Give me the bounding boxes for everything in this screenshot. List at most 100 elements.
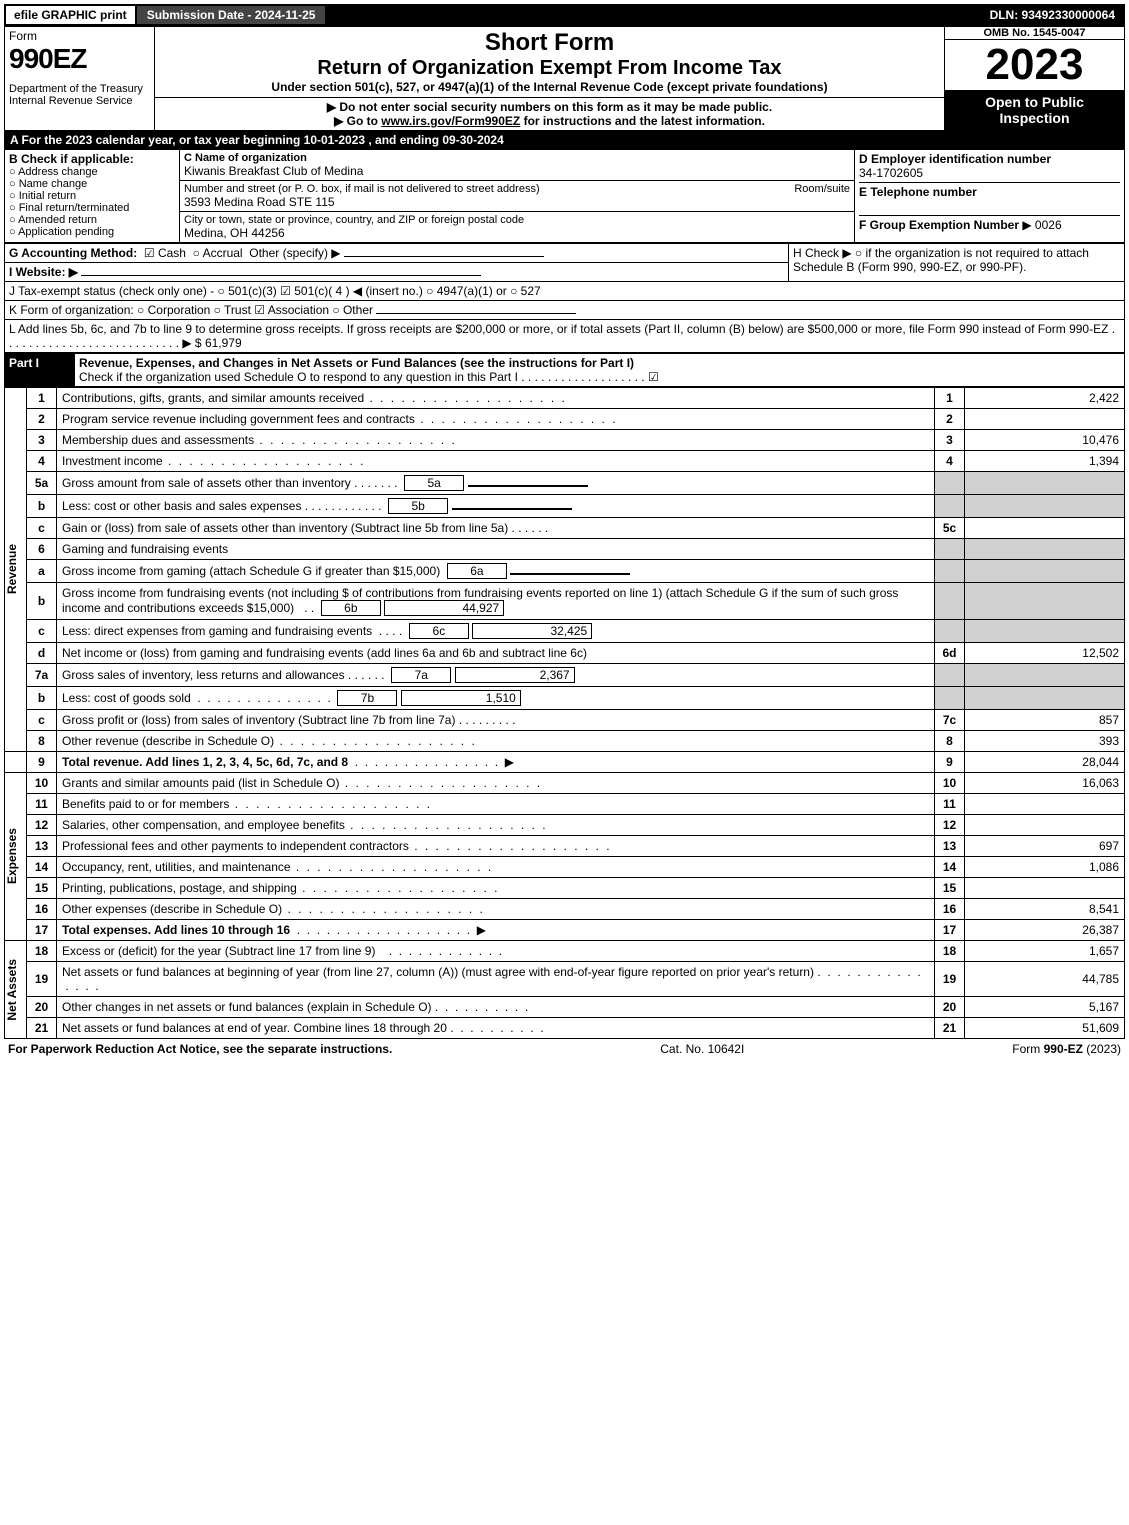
tax-year: 2023 <box>945 40 1124 90</box>
l2-amt <box>965 409 1125 430</box>
l15-text: Printing, publications, postage, and shi… <box>57 878 935 899</box>
chk-initial-return[interactable]: Initial return <box>9 190 175 202</box>
l17-num: 17 <box>27 920 57 941</box>
l6-num: 6 <box>27 539 57 560</box>
l9-text: Total revenue. Add lines 1, 2, 3, 4, 5c,… <box>57 752 935 773</box>
l7b-t: Less: cost of goods sold <box>62 691 191 705</box>
chk-application-pending[interactable]: Application pending <box>9 226 175 238</box>
l21-amt: 51,609 <box>965 1018 1125 1039</box>
efile-label[interactable]: efile GRAPHIC print <box>6 6 137 24</box>
l4-rn: 4 <box>935 451 965 472</box>
l7c-t: Gross profit or (loss) from sales of inv… <box>62 713 455 727</box>
l18-rn: 18 <box>935 941 965 962</box>
box-b-title: B Check if applicable: <box>9 152 175 166</box>
l17-t: Total expenses. Add lines 10 through 16 <box>62 923 290 937</box>
l20-text: Other changes in net assets or fund bala… <box>57 997 935 1018</box>
line-h: H Check ▶ ○ if the organization is not r… <box>789 244 1125 282</box>
l16-amt: 8,541 <box>965 899 1125 920</box>
l14-rn: 14 <box>935 857 965 878</box>
l10-t: Grants and similar amounts paid (list in… <box>62 776 542 790</box>
l21-text: Net assets or fund balances at end of ye… <box>57 1018 935 1039</box>
right-header-cell: OMB No. 1545-0047 2023 Open to Public In… <box>945 27 1125 131</box>
l7a-rn-grey <box>935 664 965 687</box>
subtitle-3: ▶ Go to www.irs.gov/Form990EZ for instru… <box>159 114 940 128</box>
chk-name-change[interactable]: Name change <box>9 178 175 190</box>
l6-amt-grey <box>965 539 1125 560</box>
l6b-val: 44,927 <box>384 600 504 616</box>
main-title: Return of Organization Exempt From Incom… <box>159 57 940 80</box>
short-form-title: Short Form <box>159 29 940 57</box>
l15-t: Printing, publications, postage, and shi… <box>62 881 500 895</box>
g-cash[interactable]: Cash <box>144 246 186 260</box>
l6a-num: a <box>27 560 57 583</box>
l19-t: Net assets or fund balances at beginning… <box>62 965 814 979</box>
l10-rn: 10 <box>935 773 965 794</box>
expenses-vlabel: Expenses <box>5 828 19 884</box>
l5c-amt <box>965 518 1125 539</box>
g-accrual[interactable]: Accrual <box>193 246 243 260</box>
l17-text: Total expenses. Add lines 10 through 16 … <box>57 920 935 941</box>
l7a-t: Gross sales of inventory, less returns a… <box>62 668 345 682</box>
chk-final-return[interactable]: Final return/terminated <box>9 202 175 214</box>
revenue-side-label: Revenue <box>5 388 27 752</box>
l7c-text: Gross profit or (loss) from sales of inv… <box>57 710 935 731</box>
l6b-box: 6b <box>321 600 381 616</box>
l5a-box: 5a <box>404 475 464 491</box>
l7b-text: Less: cost of goods sold . . . . . . . .… <box>57 687 935 710</box>
l6c-box: 6c <box>409 623 469 639</box>
f-row: F Group Exemption Number ▶ 0026 <box>859 215 1120 232</box>
right-info-cell: D Employer identification number 34-1702… <box>855 150 1125 243</box>
l6c-num: c <box>27 620 57 643</box>
l4-t: Investment income <box>62 454 365 468</box>
l6a-amt-grey <box>965 560 1125 583</box>
l3-amt: 10,476 <box>965 430 1125 451</box>
header-block: Form 990EZ Department of the Treasury In… <box>4 26 1125 131</box>
form-cell: Form 990EZ Department of the Treasury In… <box>5 27 155 131</box>
irs-link[interactable]: www.irs.gov/Form990EZ <box>381 114 520 128</box>
l3-rn: 3 <box>935 430 965 451</box>
l16-num: 16 <box>27 899 57 920</box>
l7c-amt: 857 <box>965 710 1125 731</box>
c-addr-label: Number and street (or P. O. box, if mail… <box>184 183 540 195</box>
line-j: J Tax-exempt status (check only one) - ○… <box>5 282 1125 301</box>
l21-t: Net assets or fund balances at end of ye… <box>62 1021 447 1035</box>
g-other-blank[interactable] <box>344 256 544 257</box>
website-blank[interactable] <box>81 275 481 276</box>
l15-amt <box>965 878 1125 899</box>
l6c-t: Less: direct expenses from gaming and fu… <box>62 624 372 638</box>
k-other-blank[interactable] <box>376 313 576 314</box>
l11-t: Benefits paid to or for members <box>62 797 432 811</box>
l9-rn: 9 <box>935 752 965 773</box>
l5c-text: Gain or (loss) from sale of assets other… <box>57 518 935 539</box>
l7a-text: Gross sales of inventory, less returns a… <box>57 664 935 687</box>
c-city-label: City or town, state or province, country… <box>184 214 850 226</box>
part1-desc-cell: Revenue, Expenses, and Changes in Net As… <box>75 354 1125 387</box>
l18-num: 18 <box>27 941 57 962</box>
l7c-rn: 7c <box>935 710 965 731</box>
l1-rn: 1 <box>935 388 965 409</box>
group-exemption-value: ▶ 0026 <box>1022 218 1061 232</box>
l18-text: Excess or (deficit) for the year (Subtra… <box>57 941 935 962</box>
chk-address-change[interactable]: Address change <box>9 166 175 178</box>
line-a: A For the 2023 calendar year, or tax yea… <box>4 131 1125 149</box>
subtitle-1: Under section 501(c), 527, or 4947(a)(1)… <box>159 80 940 94</box>
l21-rn: 21 <box>935 1018 965 1039</box>
l18-t: Excess or (deficit) for the year (Subtra… <box>62 944 375 958</box>
l12-text: Salaries, other compensation, and employ… <box>57 815 935 836</box>
footer-right: Form 990-EZ (2023) <box>1012 1042 1121 1056</box>
l14-num: 14 <box>27 857 57 878</box>
part1-desc: Revenue, Expenses, and Changes in Net As… <box>79 356 634 370</box>
l2-num: 2 <box>27 409 57 430</box>
chk-amended-return[interactable]: Amended return <box>9 214 175 226</box>
g-other[interactable]: Other (specify) ▶ <box>249 246 340 260</box>
l5a-text: Gross amount from sale of assets other t… <box>57 472 935 495</box>
omb-number: OMB No. 1545-0047 <box>945 27 1124 40</box>
l17-amt: 26,387 <box>965 920 1125 941</box>
submission-date: Submission Date - 2024-11-25 <box>137 6 326 24</box>
footer-mid: Cat. No. 10642I <box>660 1042 744 1056</box>
l17-rn: 17 <box>935 920 965 941</box>
room-label: Room/suite <box>794 183 850 195</box>
l6c-text: Less: direct expenses from gaming and fu… <box>57 620 935 643</box>
l5a-rn-grey <box>935 472 965 495</box>
l20-rn: 20 <box>935 997 965 1018</box>
